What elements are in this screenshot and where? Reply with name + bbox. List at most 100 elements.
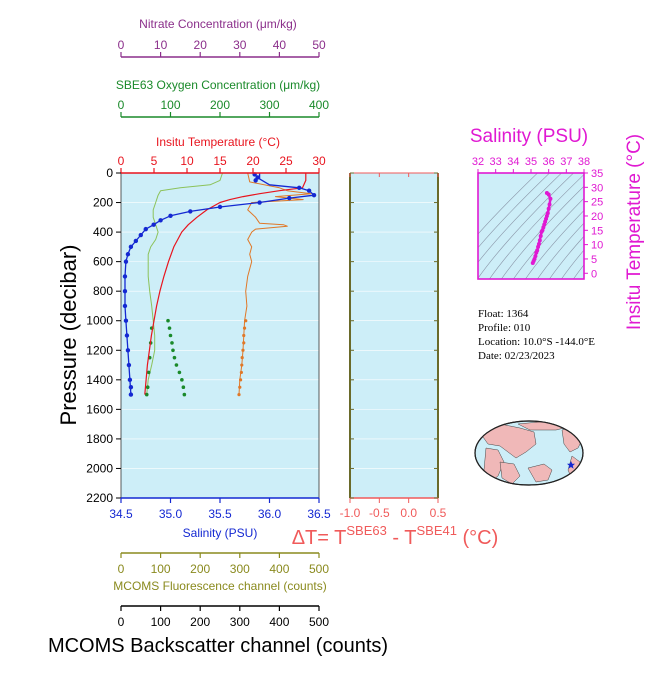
- ts-point: [537, 238, 542, 243]
- world-map: [474, 420, 584, 486]
- temperature-axis-tick-label: 5: [151, 154, 158, 168]
- ts-point: [533, 254, 538, 259]
- ts-xtick-label: 36: [543, 156, 555, 168]
- salinity-point: [122, 288, 128, 294]
- salinity-axis: 34.5 35.0 35.5 36.0 36.5: [109, 497, 331, 521]
- fluorescence-axis-tick-label: 300: [230, 562, 250, 576]
- ts-ytick-label: 10: [591, 240, 603, 252]
- fluorescence-axis: 0 100 200 300 400 500: [118, 552, 329, 576]
- oxygen-point: [177, 370, 182, 375]
- backscatter-axis-tick-label: 400: [269, 615, 289, 629]
- pressure-axis: 0 200 400 600 800 1000 1200 1400 1600 1800 2000 220…: [86, 166, 121, 505]
- delta-plot-area: [350, 173, 438, 498]
- oxygen-point: [174, 363, 179, 367]
- salinity-axis-tick-label: 35.5: [208, 507, 232, 521]
- ts-ytick-label: 25: [591, 197, 603, 209]
- salinity-point: [133, 238, 139, 244]
- pressure-axis-label: Pressure (decibar): [56, 245, 81, 426]
- main-plot-area: [121, 173, 319, 498]
- ts-point: [536, 242, 541, 247]
- ts-ytick-label: 20: [591, 211, 603, 223]
- isopycnal: [478, 173, 550, 249]
- delta-panel: -1.0 -0.5 0.0 0.5: [340, 172, 447, 520]
- salinity-point: [151, 222, 156, 227]
- pressure-tick-label: 1600: [86, 402, 113, 416]
- salinity-point: [124, 333, 130, 338]
- oxygen-axis-tick-label: 200: [210, 98, 230, 112]
- temperature-axis-tick-label: 20: [246, 154, 260, 168]
- isopycnal: [573, 264, 584, 279]
- salinity-axis-label: Salinity (PSU): [183, 526, 258, 540]
- temperature-line: [144, 173, 307, 395]
- fluorescence-axis-label: MCOMS Fluorescence channel (counts): [113, 579, 326, 593]
- delta-tick-label: -1.0: [340, 506, 361, 520]
- fluorescence-axis-tick-label: 500: [309, 562, 329, 576]
- oxygen-point: [182, 392, 187, 397]
- salinity-point: [311, 192, 317, 198]
- float-id: Float: 1364: [478, 308, 529, 320]
- salinity-axis-tick-label: 35.0: [159, 507, 183, 521]
- nitrate-axis-tick-label: 30: [233, 38, 247, 52]
- backscatter-point: [238, 378, 243, 382]
- ts-plot-area: [478, 173, 584, 279]
- nitrate-axis-tick-label: 10: [154, 38, 168, 52]
- oxygen-point: [171, 348, 175, 353]
- ts-xtick-label: 37: [560, 156, 572, 168]
- salinity-point: [138, 232, 143, 238]
- salinity-point: [306, 188, 312, 193]
- oxygen-point: [146, 370, 151, 375]
- isopycnal: [513, 197, 584, 279]
- ts-panel: 32 33 34 35 36 37 38 0 5 10 15 20 25 30 35: [472, 156, 603, 280]
- ts-xtick-label: 35: [525, 156, 537, 168]
- oxygen-line: [146, 172, 223, 395]
- pressure-tick-label: 2000: [86, 461, 113, 475]
- delta-t-label: ΔT= TSBE63 - TSBE41 (°C): [292, 523, 499, 549]
- backscatter-point: [238, 385, 242, 389]
- ts-ytick-label: 0: [591, 268, 597, 280]
- salinity-point: [126, 362, 132, 368]
- isopycnal: [478, 173, 574, 279]
- ts-point: [544, 191, 549, 196]
- salinity-axis-tick-label: 36.0: [258, 507, 282, 521]
- pressure-tick-label: 1000: [86, 314, 113, 328]
- oxygen-point: [181, 385, 186, 390]
- backscatter-point: [240, 356, 244, 360]
- backscatter-axis: 0 100 200 300 400 500: [118, 605, 329, 629]
- oxygen-axis: 0 100 200 300 400: [118, 98, 329, 118]
- ts-ytick-label: 35: [591, 168, 603, 180]
- ts-xtick-label: 34: [507, 156, 519, 168]
- backscatter-point: [242, 333, 246, 338]
- temperature-axis-label: Insitu Temperature (°C): [156, 135, 280, 149]
- fluorescence-axis-tick-label: 200: [190, 562, 210, 576]
- ts-ylabel: Insitu Temperature (°C): [624, 134, 645, 330]
- temperature-axis: 0 5 10 15 20 25 30: [118, 154, 326, 174]
- temperature-axis-tick-label: 0: [118, 154, 125, 168]
- isopycnal: [478, 173, 562, 263]
- oxygen-axis-label: SBE63 Oxygen Concentration (μm/kg): [116, 78, 320, 92]
- pressure-tick-label: 0: [106, 166, 113, 180]
- backscatter-axis-label: MCOMS Backscatter channel (counts): [48, 635, 388, 657]
- backscatter-axis-tick-label: 0: [118, 615, 125, 629]
- fluorescence-axis-tick-label: 0: [118, 562, 125, 576]
- pressure-tick-label: 600: [93, 255, 113, 269]
- location: Location: 10.0°S -144.0°E: [478, 336, 595, 348]
- oxygen-point: [167, 326, 172, 330]
- oxygen-point: [168, 333, 173, 338]
- salinity-point: [188, 209, 193, 214]
- map-continent: [499, 461, 521, 485]
- pressure-tick-label: 800: [93, 284, 113, 298]
- ts-point: [538, 234, 543, 239]
- delta-tick-label: -0.5: [369, 506, 390, 520]
- oxygen-point: [180, 378, 184, 382]
- nitrate-axis-tick-label: 0: [118, 38, 125, 52]
- temperature-axis-tick-label: 30: [312, 154, 326, 168]
- salinity-point: [127, 377, 133, 383]
- temperature-axis-tick-label: 25: [279, 154, 293, 168]
- ts-xtick-label: 38: [578, 156, 590, 168]
- pressure-tick-label: 200: [93, 196, 113, 210]
- oxygen-axis-tick-label: 300: [259, 98, 279, 112]
- map-continent: [527, 463, 553, 483]
- backscatter-point: [242, 326, 247, 330]
- nitrate-axis-label: Nitrate Concentration (μm/kg): [139, 17, 297, 31]
